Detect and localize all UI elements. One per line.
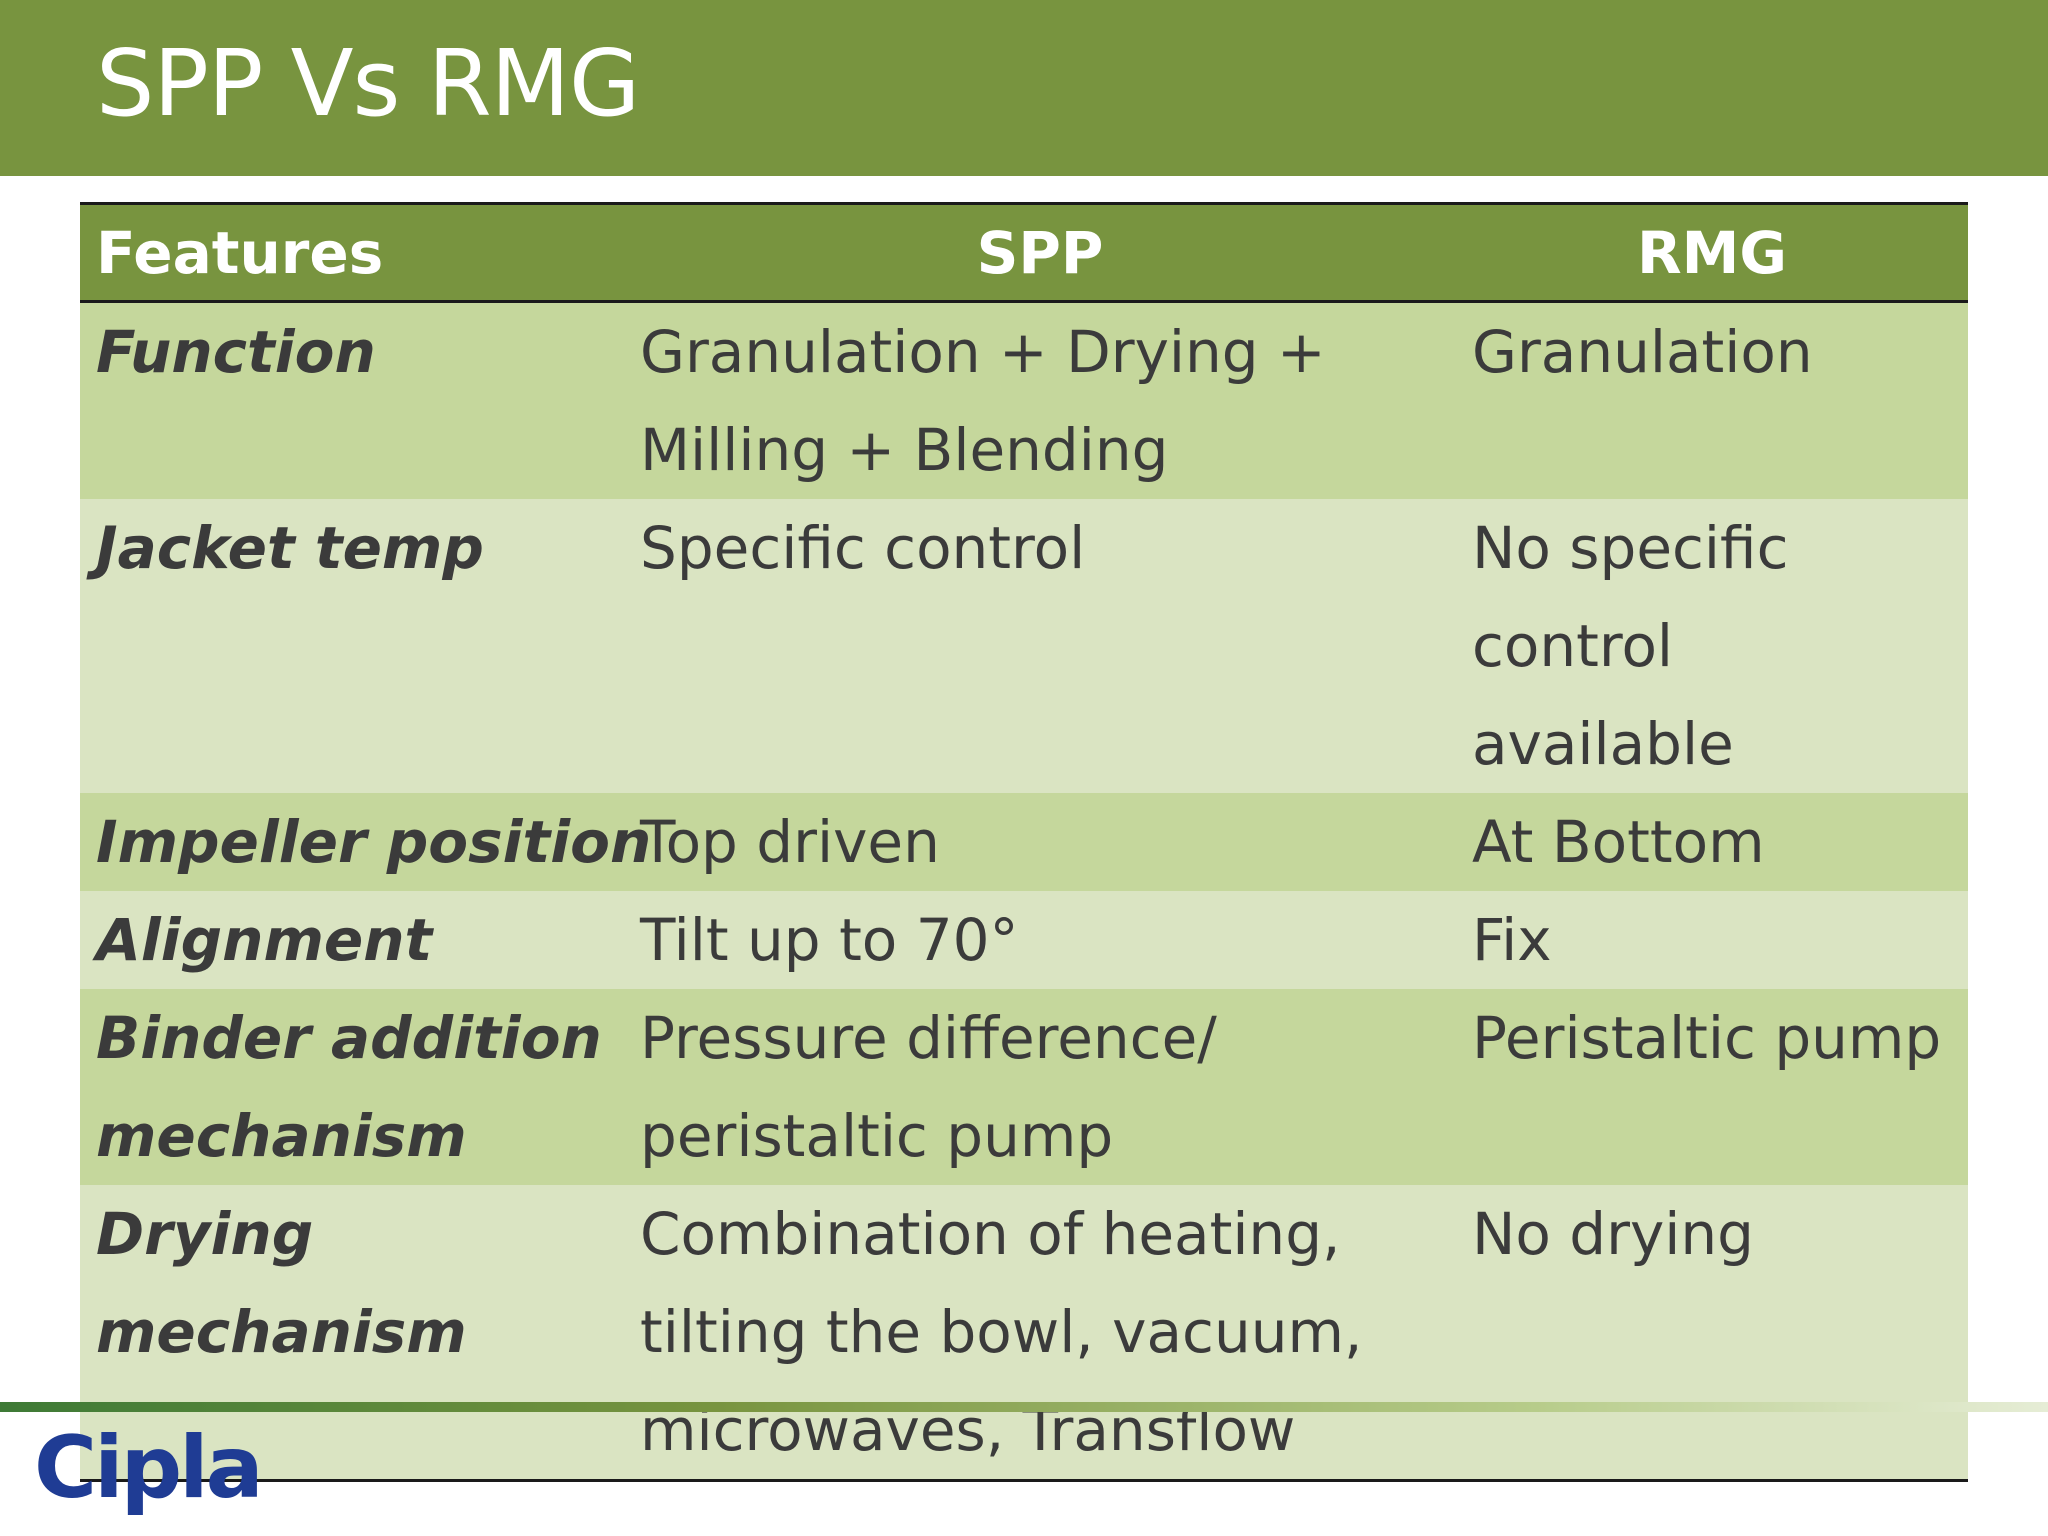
table-row: Binder addition mechanism Pressure diffe… — [80, 989, 1968, 1185]
rmg-cell: No drying — [1456, 1185, 1968, 1482]
feature-cell: Drying mechanism — [80, 1185, 624, 1482]
rmg-cell: No specific control available — [1472, 514, 1789, 778]
table-row: Impeller position Top driven At Bottom — [80, 793, 1968, 891]
spp-cell: Granulation + Drying + Milling + Blendin… — [640, 318, 1326, 484]
spp-cell: Pressure difference/ peristaltic pump — [640, 1004, 1217, 1170]
comparison-table-container: Features SPP RMG Function Granulation + … — [80, 202, 1968, 1482]
table-row: Alignment Tilt up to 70° Fix — [80, 891, 1968, 989]
rmg-cell: Granulation — [1472, 318, 1813, 386]
rmg-cell: At Bottom — [1472, 808, 1765, 876]
spp-cell: Combination of heating, tilting the bowl… — [624, 1185, 1456, 1482]
table-row: Function Granulation + Drying + Milling … — [80, 301, 1968, 499]
footer-divider — [0, 1402, 2048, 1412]
rmg-cell: Peristaltic pump — [1472, 1004, 1942, 1072]
table-header-row: Features SPP RMG — [80, 202, 1968, 303]
feature-cell: Jacket temp — [96, 514, 484, 582]
feature-cell: Alignment — [96, 906, 433, 974]
spp-cell: Tilt up to 70° — [640, 906, 1019, 974]
table-row: Drying mechanism Combination of heating,… — [80, 1185, 1968, 1482]
feature-cell: Impeller position — [96, 808, 652, 876]
feature-cell: Function — [96, 318, 376, 386]
cipla-logo: Cipla — [34, 1418, 264, 1518]
header-rmg: RMG — [1456, 202, 1968, 303]
header-spp: SPP — [624, 202, 1456, 303]
spp-cell: Top driven — [640, 808, 940, 876]
comparison-table: Features SPP RMG Function Granulation + … — [80, 202, 1968, 1482]
table-row: Jacket temp Specific control No specific… — [80, 499, 1968, 793]
rmg-cell: Fix — [1472, 906, 1552, 974]
spp-cell: Specific control — [640, 514, 1086, 582]
title-bar: SPP Vs RMG — [0, 0, 2048, 176]
header-features: Features — [80, 202, 624, 303]
feature-cell: Binder addition mechanism — [96, 1004, 602, 1170]
slide-title: SPP Vs RMG — [96, 30, 640, 137]
